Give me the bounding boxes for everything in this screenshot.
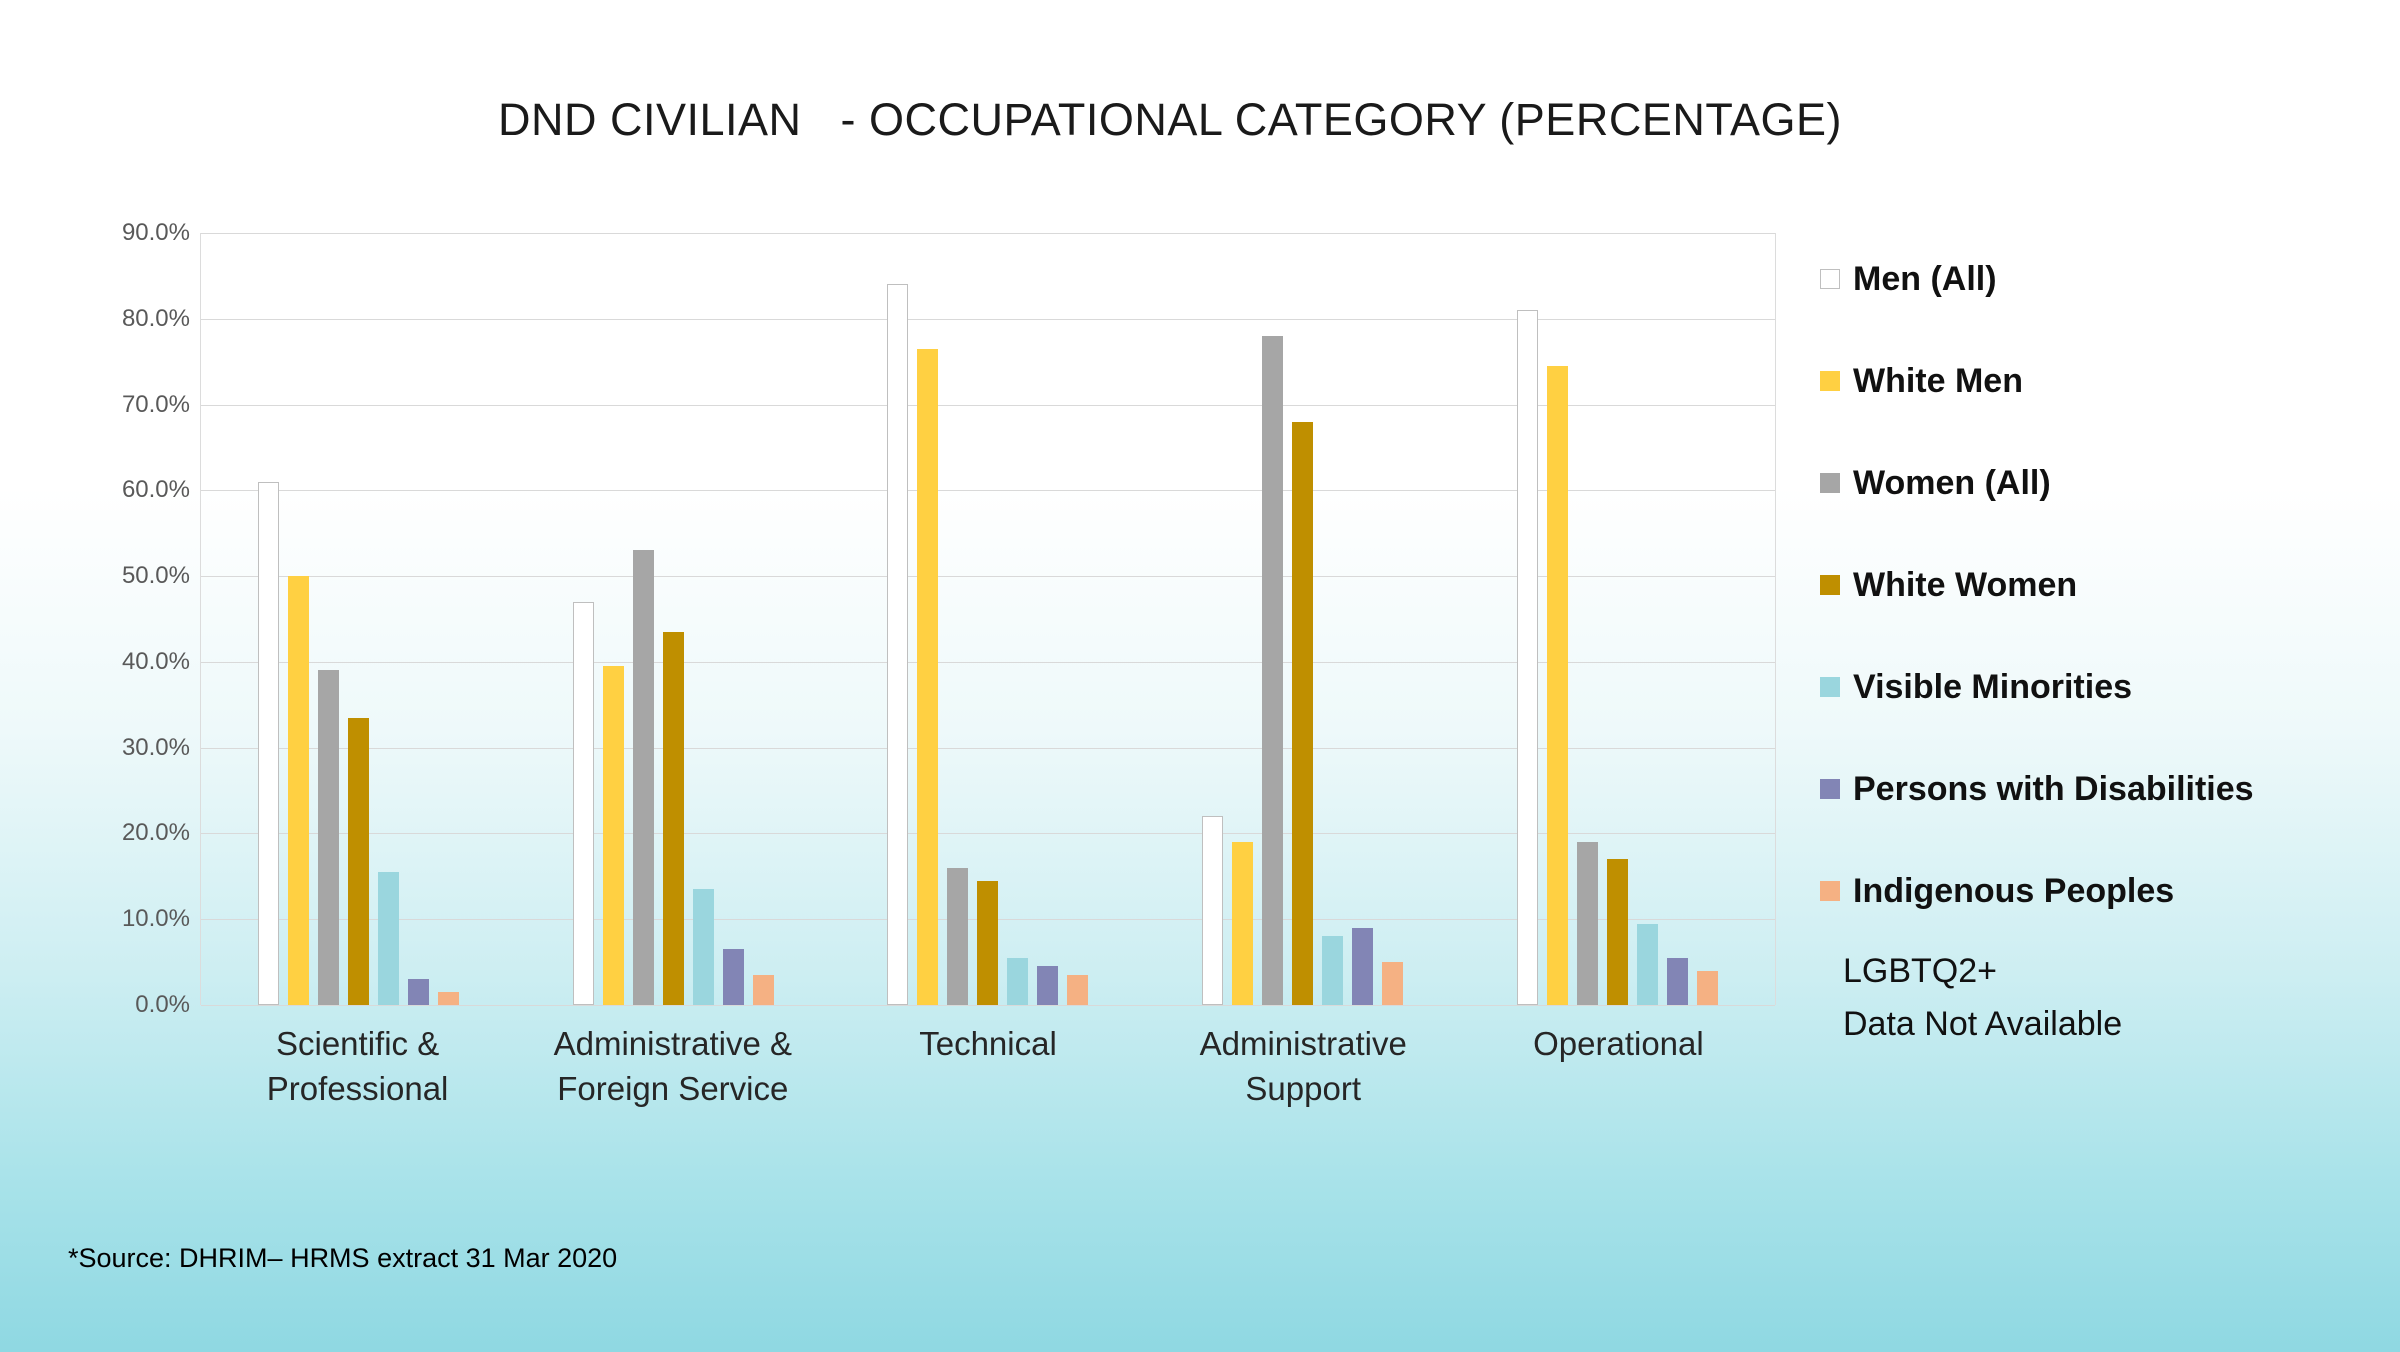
x-category-label: Technical bbox=[919, 1025, 1057, 1062]
bar bbox=[1322, 936, 1344, 1005]
legend-label: Visible Minorities bbox=[1853, 667, 2133, 706]
y-tick-label: 40.0% bbox=[121, 647, 190, 675]
y-tick-label: 20.0% bbox=[121, 819, 190, 847]
bar-group bbox=[1145, 233, 1460, 1005]
legend-swatch bbox=[1820, 473, 1840, 493]
bar bbox=[1517, 310, 1539, 1005]
bar bbox=[437, 992, 459, 1005]
source-note: *Source: DHRIM– HRMS extract 31 Mar 2020 bbox=[68, 1243, 618, 1273]
y-axis: 0.0% 10.0% 20.0% 30.0% 40.0% 50.0% 60.0% 70.0% 8… bbox=[30, 219, 190, 1018]
bar bbox=[1577, 842, 1599, 1005]
lgbtq-note-line2: Data Not Available bbox=[1843, 1004, 2123, 1043]
gridline bbox=[201, 576, 1775, 578]
legend-item: Visible Minorities bbox=[1820, 666, 2254, 708]
bars-layer bbox=[201, 233, 1775, 1005]
bar bbox=[1667, 957, 1689, 1005]
legend-swatch bbox=[1820, 269, 1840, 289]
bar bbox=[377, 872, 399, 1005]
legend-item: White Men bbox=[1820, 360, 2254, 402]
legend-item: White Women bbox=[1820, 564, 2254, 606]
legend-label: Indigenous Peoples bbox=[1853, 871, 2175, 910]
bar bbox=[887, 284, 909, 1005]
bar bbox=[257, 481, 279, 1005]
y-tick-label: 70.0% bbox=[121, 390, 190, 418]
lgbtq-note: LGBTQ2+ Data Not Available bbox=[1843, 945, 2122, 1050]
bar bbox=[572, 601, 594, 1005]
chart-plot-area bbox=[200, 233, 1776, 1006]
bar bbox=[632, 550, 654, 1005]
x-category-label: Operational bbox=[1533, 1025, 1704, 1062]
bar bbox=[662, 631, 684, 1005]
y-tick-label: 30.0% bbox=[121, 733, 190, 761]
gridline bbox=[201, 233, 1775, 234]
y-tick-label: 80.0% bbox=[121, 304, 190, 332]
legend-items: Men (All) White Men Women (All) White Women… bbox=[1820, 258, 2254, 912]
y-tick-label: 90.0% bbox=[121, 219, 190, 246]
legend-label: Men (All) bbox=[1853, 259, 1997, 298]
chart-title: DND CIVILIAN - OCCUPATIONAL CATEGORY (PE… bbox=[497, 94, 1842, 145]
y-tick-label: 10.0% bbox=[121, 905, 190, 933]
bar bbox=[1547, 365, 1569, 1005]
gridline bbox=[201, 318, 1775, 320]
gridline bbox=[201, 661, 1775, 663]
bar-group bbox=[201, 233, 516, 1005]
legend: Men (All) White Men Women (All) White Women… bbox=[1820, 258, 2254, 972]
x-category-label: Administrative Support bbox=[1199, 1025, 1407, 1107]
bar bbox=[977, 880, 999, 1005]
legend-label: Women (All) bbox=[1853, 463, 2051, 502]
bar bbox=[1262, 335, 1284, 1005]
bar bbox=[1637, 923, 1659, 1005]
bar bbox=[287, 576, 309, 1005]
x-axis: Scientific & Professional Administrative … bbox=[200, 1022, 1776, 1111]
legend-item: Women (All) bbox=[1820, 462, 2254, 504]
gridline bbox=[201, 747, 1775, 749]
bar bbox=[947, 867, 969, 1005]
bar bbox=[752, 974, 774, 1005]
x-category-label: Scientific & Professional bbox=[266, 1025, 449, 1107]
bar bbox=[692, 889, 714, 1005]
legend-label: White Men bbox=[1853, 361, 2023, 400]
bar bbox=[1067, 974, 1089, 1005]
bar bbox=[1697, 970, 1719, 1005]
gridline bbox=[201, 404, 1775, 406]
legend-item: Men (All) bbox=[1820, 258, 2254, 300]
legend-label: White Women bbox=[1853, 565, 2078, 604]
bar bbox=[1292, 421, 1314, 1005]
bar bbox=[722, 949, 744, 1005]
x-category-label: Administrative & Foreign Service bbox=[553, 1025, 793, 1107]
legend-label: Persons with Disabilities bbox=[1853, 769, 2254, 808]
y-tick-label: 50.0% bbox=[121, 562, 190, 590]
legend-item: Persons with Disabilities bbox=[1820, 768, 2254, 810]
legend-swatch bbox=[1820, 371, 1840, 391]
bar bbox=[917, 348, 939, 1005]
bar bbox=[1037, 966, 1059, 1005]
bar-group bbox=[831, 233, 1146, 1005]
bar bbox=[1607, 859, 1629, 1005]
bar bbox=[1352, 927, 1374, 1005]
y-tick-label: 0.0% bbox=[135, 991, 190, 1018]
legend-swatch bbox=[1820, 677, 1840, 697]
bar-group bbox=[516, 233, 831, 1005]
bar bbox=[347, 717, 369, 1005]
bar bbox=[317, 670, 339, 1005]
legend-swatch bbox=[1820, 779, 1840, 799]
y-tick-label: 60.0% bbox=[121, 476, 190, 504]
legend-swatch bbox=[1820, 575, 1840, 595]
bar bbox=[1382, 962, 1404, 1005]
bar bbox=[602, 666, 624, 1005]
bar bbox=[1007, 957, 1029, 1005]
lgbtq-note-line1: LGBTQ2+ bbox=[1843, 952, 1998, 990]
gridline bbox=[201, 490, 1775, 492]
legend-item: Indigenous Peoples bbox=[1820, 870, 2254, 912]
bar bbox=[1202, 816, 1224, 1005]
bar bbox=[407, 979, 429, 1005]
bar-group bbox=[1460, 233, 1775, 1005]
legend-swatch bbox=[1820, 881, 1840, 901]
gridline bbox=[201, 1005, 1775, 1006]
gridline bbox=[201, 833, 1775, 835]
bar bbox=[1232, 842, 1254, 1005]
